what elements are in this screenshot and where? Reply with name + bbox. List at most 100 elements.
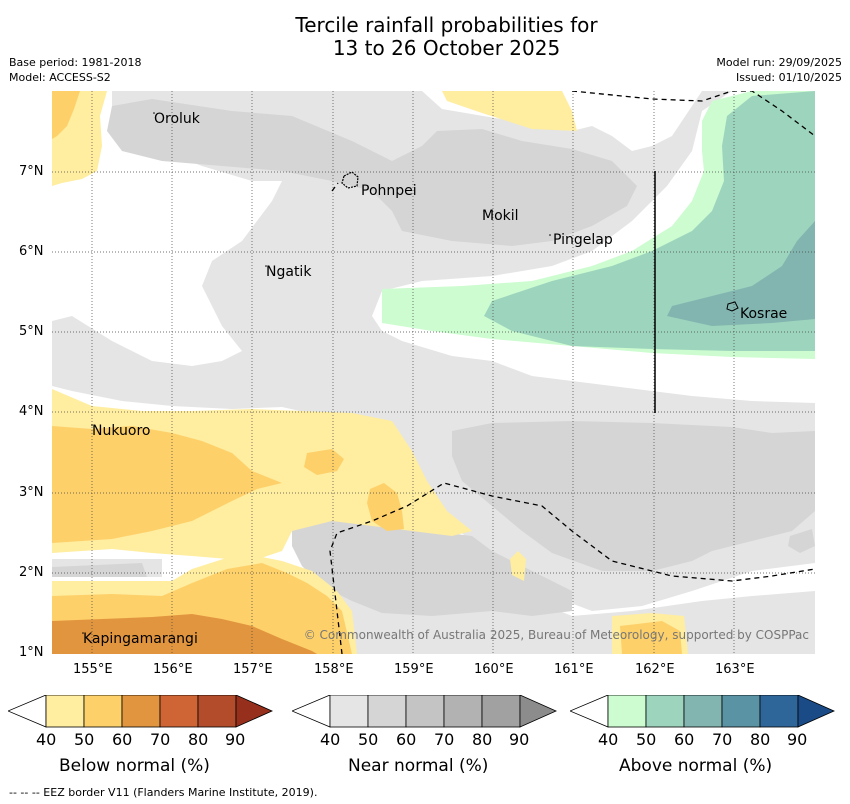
below-tick-70: 70 [150,730,171,749]
eez-south [329,482,815,654]
place-label-oroluk: Oroluk [154,111,200,127]
copyright-notice: © Commonwealth of Australia 2025, Bureau… [303,628,809,642]
place-label-mokil: Mokil [482,208,519,224]
oroluk-dot [153,112,155,114]
colorbar-near-swatch-60 [405,695,445,728]
above-tick-50: 50 [636,730,657,749]
colorbar-above-swatch-40 [607,695,647,728]
x-tick-163e: 163°E [715,662,755,677]
kapingamarangi-dot [82,632,84,634]
below-normal-title: Below normal (%) [59,756,210,776]
colorbar-below-swatch-70 [159,695,199,728]
near-normal-pohnpei-band [107,99,637,246]
colorbar-below-low-cap [8,695,47,728]
below-normal-north [442,91,577,131]
above-tick-70: 70 [712,730,733,749]
colorbar-above-swatch-60 [683,695,723,728]
x-tick-160e: 160°E [474,662,514,677]
title-line-1: Tercile rainfall probabilities for [295,13,598,37]
y-tick-6n: 6°N [19,244,44,259]
colorbar-below-swatch-50 [83,695,123,728]
below-tick-80: 80 [188,730,209,749]
y-tick-1n: 1°N [19,645,44,660]
above-tick-40: 40 [598,730,619,749]
pingelap-dot [549,234,551,236]
colorbar-near-swatch-80 [481,695,521,728]
eez-north [571,91,815,137]
graticule [52,91,815,654]
near-tick-90: 90 [509,730,530,749]
colorbar-below-swatch-80 [197,695,237,728]
above-normal-60-kosrae [667,221,815,326]
nukuoro-dot [91,424,93,426]
near-normal-southwest-region [292,516,572,616]
y-tick-7n: 7°N [19,164,44,179]
map-panel[interactable]: Oroluk Pohnpei Mokil Pingelap Ngatik Kos… [52,91,815,654]
y-tick-5n: 5°N [19,324,44,339]
meta-left: Base period: 1981-2018 Model: ACCESS-S2 [9,55,141,85]
near-normal-small-patch [788,529,815,553]
eez-footer-note: -- -- -- EEZ border V11 (Flanders Marine… [9,786,318,799]
near-normal-central-region [452,421,815,571]
title-line-2: 13 to 26 October 2025 [332,36,561,60]
model-run: Model run: 29/09/2025 [716,56,842,69]
below-normal-50-southeast [620,621,682,654]
colorbar-near-swatch-50 [367,695,407,728]
above-normal-50-east [484,91,815,351]
place-label-kosrae: Kosrae [740,306,788,322]
colorbar-near [292,695,557,728]
colorbar-near-low-cap [292,695,331,728]
colorbar-below-swatch-40 [45,695,85,728]
x-tick-157e: 157°E [233,662,273,677]
colorbar-above-high-cap [797,695,835,728]
near-normal-west-strip-dark [52,563,147,577]
below-normal-60-lower [52,614,317,654]
x-tick-161e: 161°E [554,662,594,677]
near-tick-40: 40 [320,730,341,749]
near-tick-80: 80 [472,730,493,749]
colorbar-near-swatch-40 [329,695,369,728]
colorbar-near-high-cap [519,695,557,728]
near-tick-50: 50 [358,730,379,749]
y-tick-4n: 4°N [19,404,44,419]
x-tick-162e: 162°E [635,662,675,677]
above-tick-90: 90 [787,730,808,749]
x-tick-159e: 159°E [394,662,434,677]
below-normal-50-west-lobe [52,426,282,543]
place-label-pohnpei: Pohnpei [361,183,417,199]
below-normal-small-patch [510,551,526,581]
below-normal-50-central-blob [304,449,344,475]
kosrae-island [726,301,739,312]
x-tick-156e: 156°E [153,662,193,677]
probability-map [52,91,815,654]
model-name: Model: ACCESS-S2 [9,71,111,84]
place-label-ngatik: Ngatik [266,264,312,280]
below-tick-50: 50 [74,730,95,749]
mokil-dot [483,210,485,212]
meta-right: Model run: 29/09/2025 Issued: 01/10/2025 [716,55,842,85]
issued-date: Issued: 01/10/2025 [735,71,842,84]
colorbar-above-low-cap [570,695,609,728]
colorbar-above [570,695,835,728]
place-label-kapingamarangi: Kapingamarangi [83,631,198,647]
colorbar-above-swatch-70 [721,695,761,728]
x-tick-155e: 155°E [73,662,113,677]
colorbar-above-swatch-50 [645,695,685,728]
y-tick-3n: 3°N [19,485,44,500]
below-tick-60: 60 [112,730,133,749]
near-tick-60: 60 [396,730,417,749]
near-normal-title: Near normal (%) [348,756,489,776]
y-tick-2n: 2°N [19,565,44,580]
above-tick-60: 60 [674,730,695,749]
near-tick-70: 70 [434,730,455,749]
place-label-nukuoro: Nukuoro [92,423,151,439]
colorbar-below-swatch-60 [121,695,161,728]
ngatik-dot [265,265,267,267]
x-tick-158e: 158°E [314,662,354,677]
above-normal-title: Above normal (%) [619,756,773,776]
place-label-pingelap: Pingelap [553,232,613,248]
colorbar-below [8,695,273,728]
above-tick-80: 80 [750,730,771,749]
pohnpei-island [341,171,359,189]
colorbar-above-swatch-80 [759,695,799,728]
